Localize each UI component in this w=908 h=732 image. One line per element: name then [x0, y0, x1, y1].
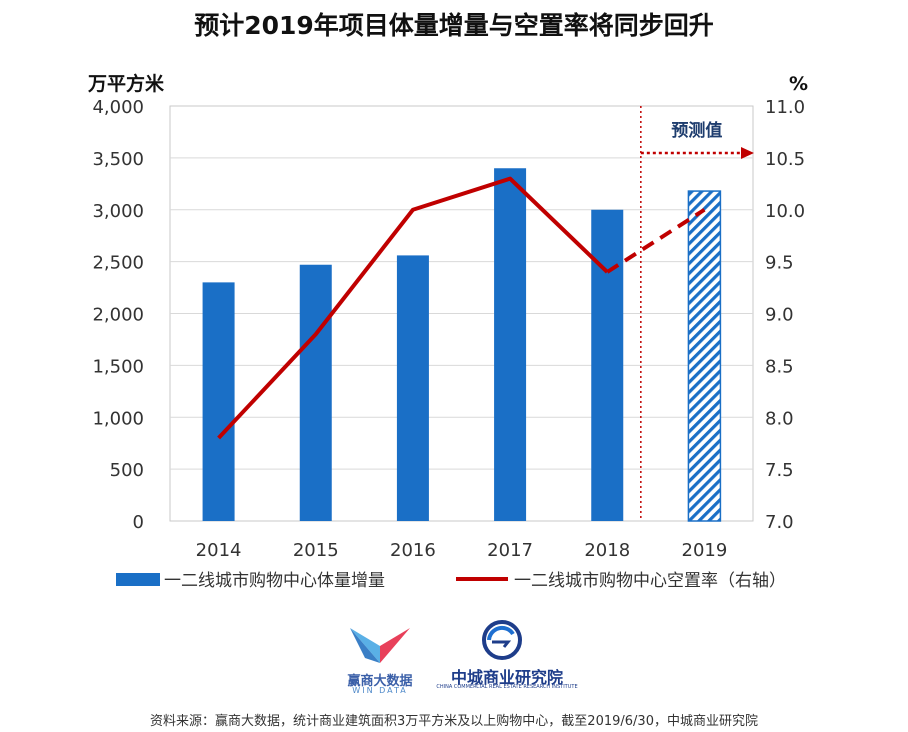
right-axis-unit: % — [789, 73, 808, 95]
bar — [299, 264, 332, 521]
right-axis-tick-label: 7.0 — [765, 512, 794, 533]
right-axis-tick-label: 10.5 — [765, 149, 805, 170]
legend-line-label: 一二线城市购物中心空置率（右轴） — [514, 571, 786, 591]
right-axis-tick-label: 8.0 — [765, 408, 794, 429]
right-axis-tick-label: 9.5 — [765, 253, 794, 274]
x-axis-tick-label: 2018 — [584, 540, 630, 561]
left-axis-tick-label: 2,000 — [92, 305, 144, 326]
right-axis-tick-label: 10.0 — [765, 201, 805, 222]
x-axis-tick-label: 2015 — [293, 540, 339, 561]
left-axis-tick-label: 3,500 — [92, 149, 144, 170]
logos: 赢商大数据 WIN DATA 中城商业研究院 CHINA COMMERCIAL … — [340, 618, 580, 698]
combo-chart: 预测值 0 500 1,000 1,500 2,000 2,500 3,000 3,500 4,… — [87, 72, 808, 591]
left-axis-tick-label: 2,500 — [92, 253, 144, 274]
left-axis-tick-label: 500 — [110, 460, 144, 481]
vacancy-line — [217, 176, 609, 440]
x-axis-tick-label: 2016 — [390, 540, 436, 561]
x-axis-tick-label: 2017 — [487, 540, 533, 561]
win-data-logo — [350, 628, 410, 663]
win-data-name: 赢商大数据 — [347, 674, 413, 689]
left-axis-tick-label: 1,500 — [92, 356, 144, 377]
ccre-en-name: CHINA COMMERCIAL REAL ESTATE RESEARCH IN… — [436, 684, 578, 690]
x-axis-tick-label: 2019 — [682, 540, 728, 561]
source-note: 资料来源：赢商大数据，统计商业建筑面积3万平方米及以上购物中心，截至2019/6… — [150, 714, 758, 729]
ccre-name: 中城商业研究院 — [450, 668, 563, 687]
bar — [494, 168, 527, 521]
legend-bar-swatch — [116, 573, 160, 586]
left-axis-tick-label: 1,000 — [92, 408, 144, 429]
chart-title: 预计2019年项目体量增量与空置率将同步回升 — [194, 11, 714, 40]
right-axis-tick-label: 9.0 — [765, 305, 794, 326]
left-axis-tick-label: 3,000 — [92, 201, 144, 222]
right-axis-tick-label: 11.0 — [765, 97, 805, 118]
vacancy-forecast-line — [606, 208, 706, 274]
legend-bar-label: 一二线城市购物中心体量增量 — [164, 571, 385, 591]
win-data-en-name: WIN DATA — [352, 686, 408, 695]
forecast-bar — [687, 190, 722, 522]
right-axis-tick-label: 7.5 — [765, 460, 794, 481]
bar — [591, 209, 624, 521]
left-axis-unit: 万平方米 — [87, 72, 165, 95]
right-axis-tick-label: 8.5 — [765, 356, 794, 377]
x-axis-tick-label: 2014 — [196, 540, 242, 561]
forecast-arrow-head — [741, 147, 754, 159]
left-axis-tick-label: 4,000 — [92, 97, 144, 118]
bar — [396, 255, 429, 521]
bar — [202, 282, 235, 521]
forecast-label: 预测值 — [671, 120, 722, 141]
left-axis-tick-label: 0 — [133, 512, 144, 533]
ccre-logo — [482, 620, 522, 660]
